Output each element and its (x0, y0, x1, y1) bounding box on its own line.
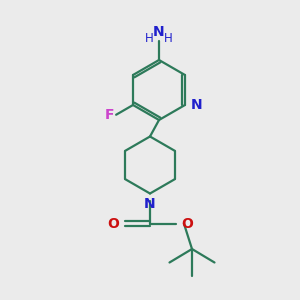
Text: N: N (144, 196, 156, 211)
Text: N: N (190, 98, 202, 112)
Text: F: F (105, 108, 115, 122)
Text: H: H (164, 32, 173, 45)
Text: H: H (145, 32, 154, 45)
Text: O: O (107, 217, 119, 230)
Text: N: N (153, 25, 165, 39)
Text: O: O (181, 217, 193, 230)
